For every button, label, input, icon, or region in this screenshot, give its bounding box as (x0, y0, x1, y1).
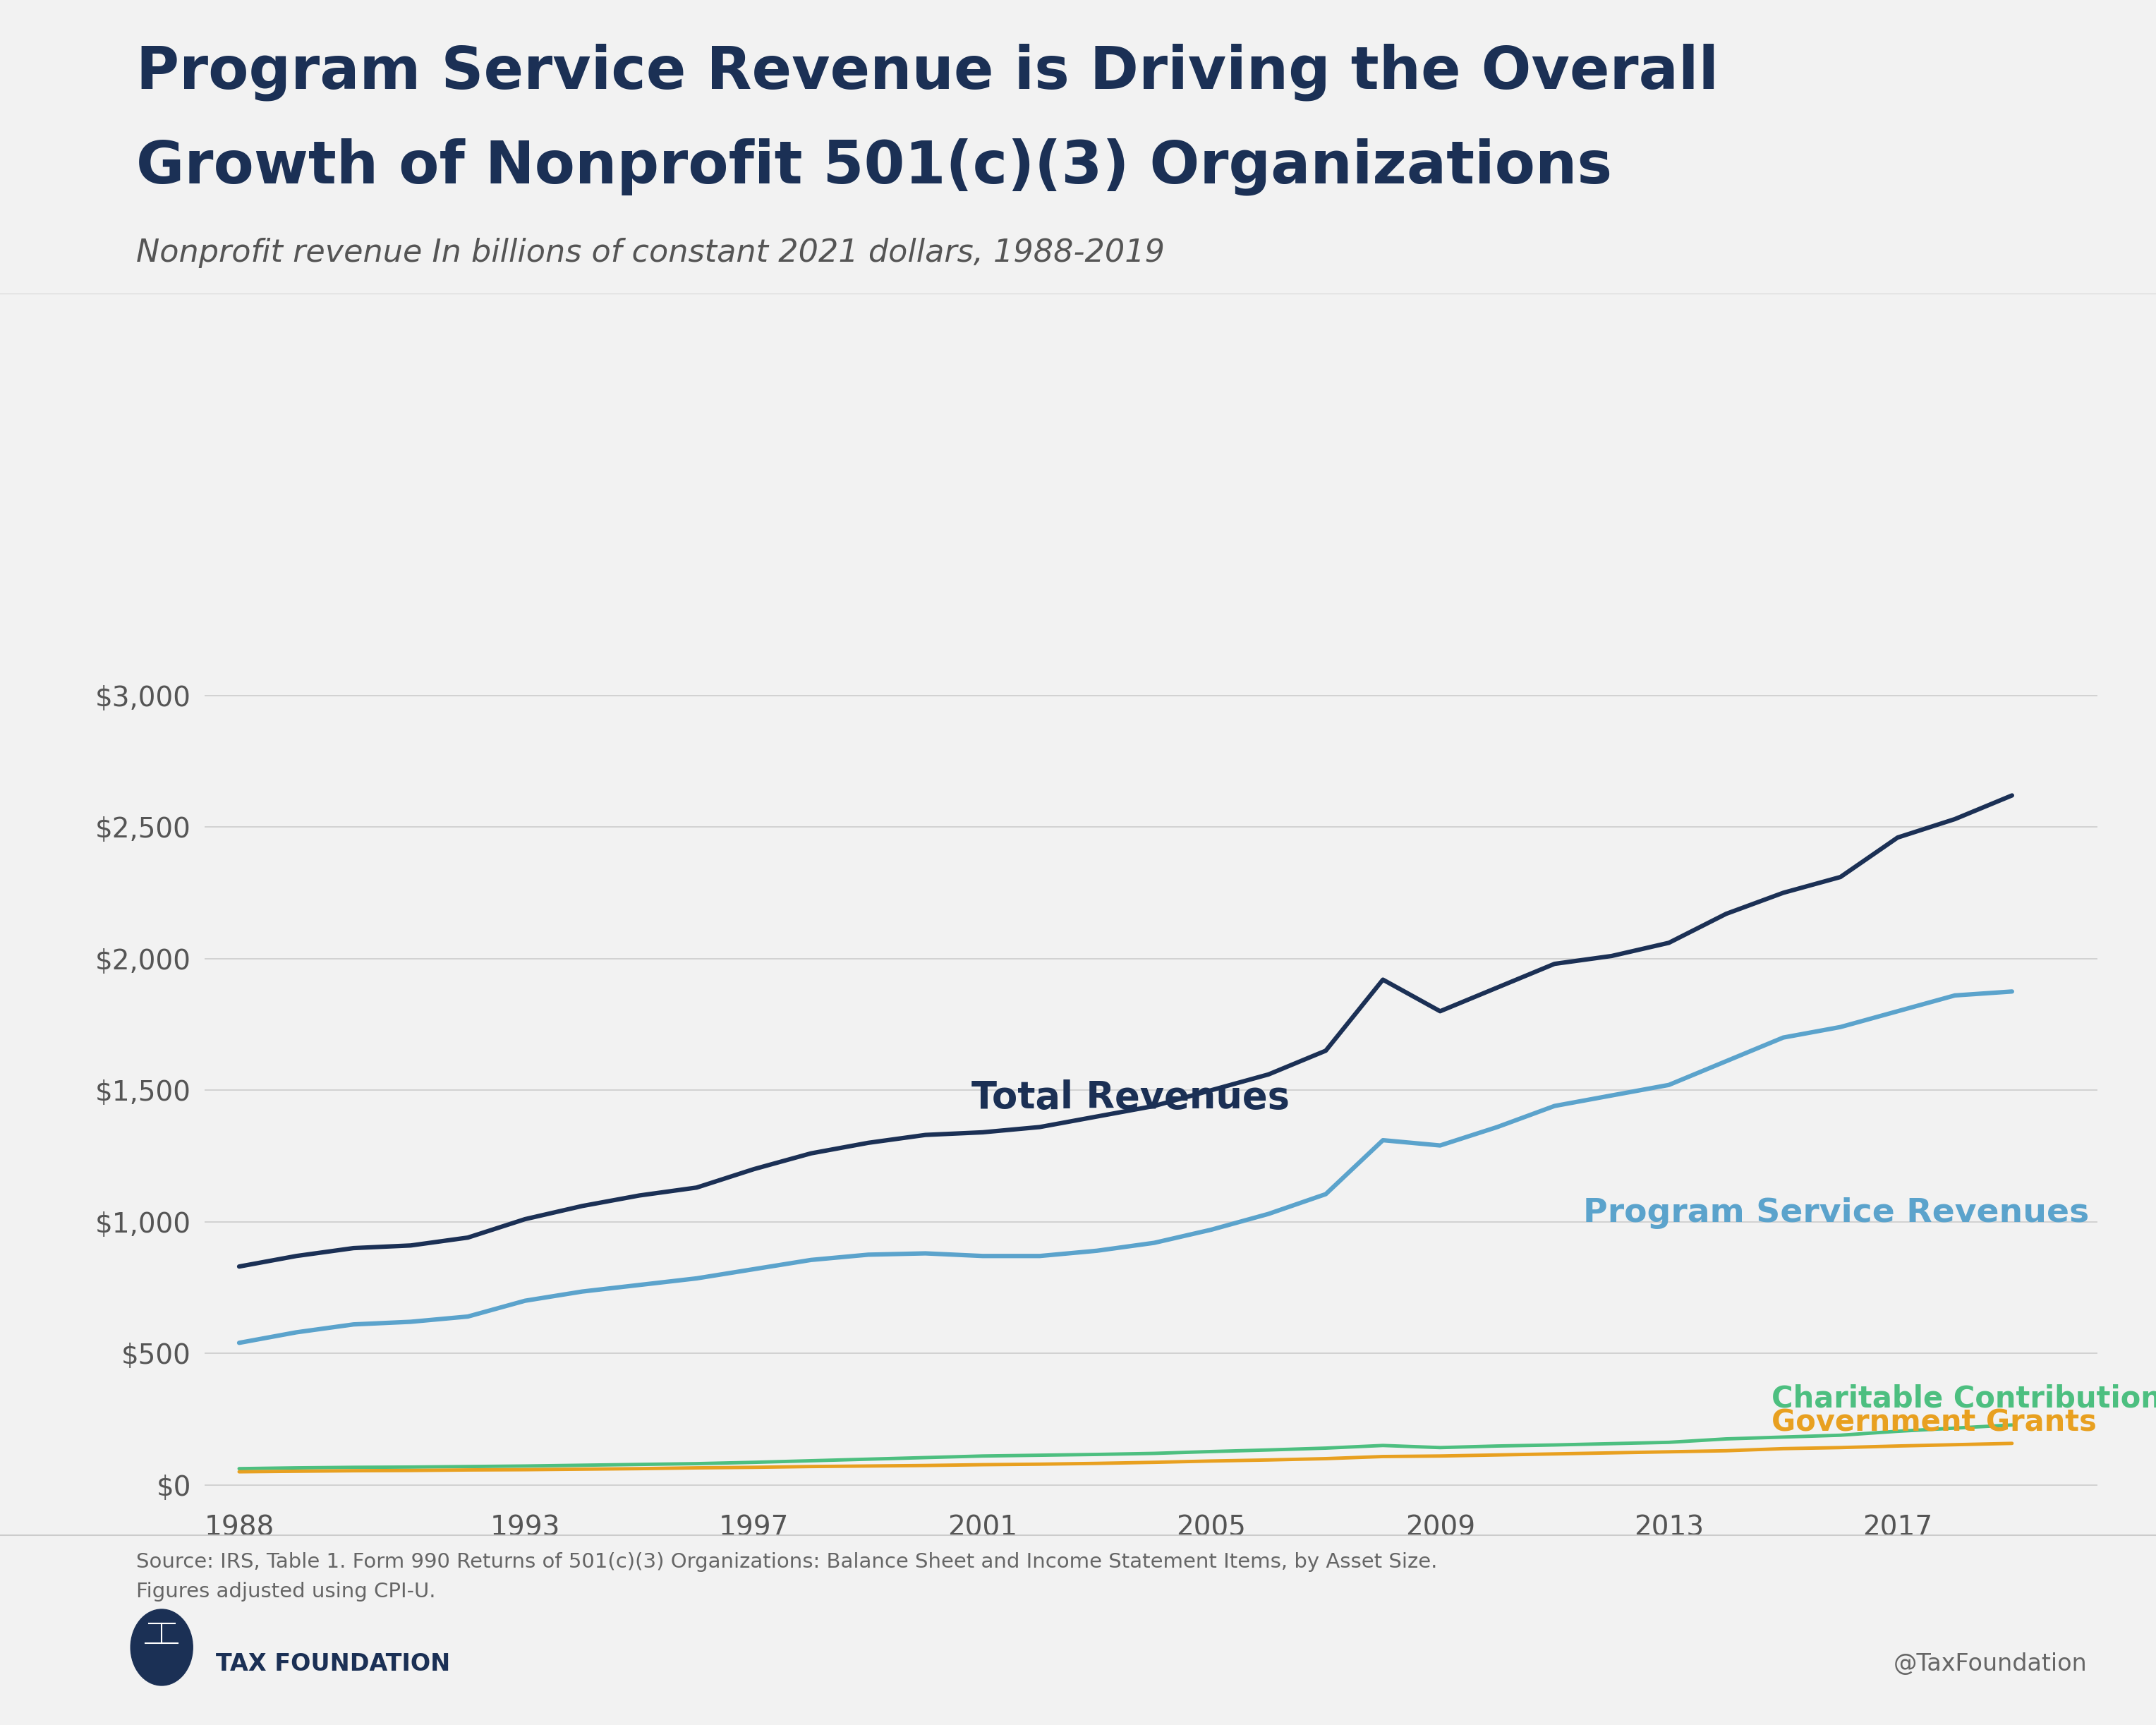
Text: Growth of Nonprofit 501(c)(3) Organizations: Growth of Nonprofit 501(c)(3) Organizati… (136, 138, 1613, 195)
Text: Total Revenues: Total Revenues (970, 1080, 1289, 1116)
Text: Program Service Revenues: Program Service Revenues (1583, 1197, 2089, 1228)
Text: TAX FOUNDATION: TAX FOUNDATION (216, 1653, 451, 1675)
Text: Source: IRS, Table 1. Form 990 Returns of 501(c)(3) Organizations: Balance Sheet: Source: IRS, Table 1. Form 990 Returns o… (136, 1552, 1438, 1601)
Circle shape (132, 1609, 192, 1685)
Text: Nonprofit revenue In billions of constant 2021 dollars, 1988-2019: Nonprofit revenue In billions of constan… (136, 238, 1164, 269)
Text: Charitable Contributions: Charitable Contributions (1772, 1383, 2156, 1414)
Text: @TaxFoundation: @TaxFoundation (1893, 1653, 2087, 1675)
Text: Government Grants: Government Grants (1772, 1408, 2098, 1437)
Text: Program Service Revenue is Driving the Overall: Program Service Revenue is Driving the O… (136, 43, 1718, 100)
